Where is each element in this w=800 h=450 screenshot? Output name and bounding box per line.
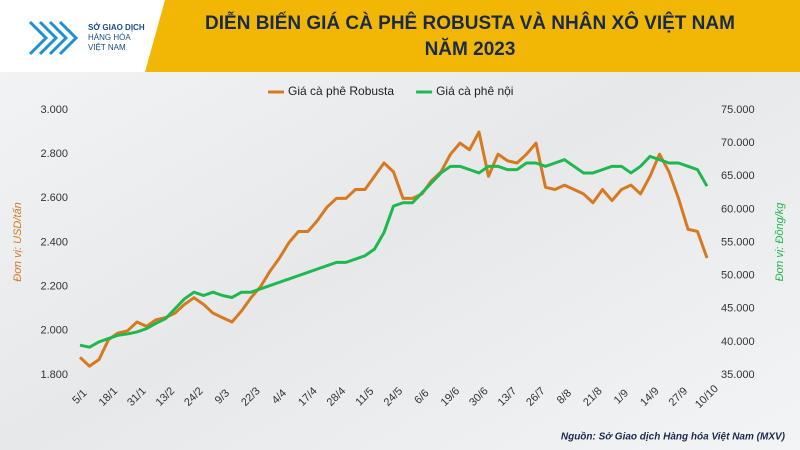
y-tick-label: 2.400 bbox=[40, 236, 68, 248]
source: Nguồn: Sở Giao dịch Hàng hóa Việt Nam (M… bbox=[561, 431, 786, 443]
logo-text: VIỆT NAM bbox=[88, 43, 126, 52]
y-tick-label: 2.800 bbox=[40, 148, 68, 160]
line-series bbox=[79, 154, 709, 349]
logo-text: SỞ GIAO DỊCH bbox=[88, 23, 145, 32]
y2-tick-label: 65.000 bbox=[721, 170, 755, 182]
y2-tick-label: 70.000 bbox=[721, 137, 755, 149]
chart-title: NĂM 2023 bbox=[425, 38, 516, 60]
legend-label: Giá cà phê Robusta bbox=[288, 84, 394, 98]
y-tick-label: 2.200 bbox=[40, 281, 68, 293]
y-tick-label: 1.800 bbox=[40, 369, 68, 381]
y2-tick-label: 50.000 bbox=[721, 270, 755, 282]
y2-tick-label: 55.000 bbox=[721, 236, 755, 248]
legend-label: Giá cà phê nội bbox=[436, 84, 513, 98]
y2-tick-label: 40.000 bbox=[721, 336, 755, 348]
logo-panel bbox=[0, 0, 165, 72]
y2-tick-label: 75.000 bbox=[721, 104, 755, 116]
logo-icon bbox=[28, 20, 79, 56]
y2-tick-label: 45.000 bbox=[721, 303, 755, 315]
y2-axis-label: Đơn vị: Đồng/kg bbox=[774, 202, 786, 282]
y-tick-label: 2.600 bbox=[40, 192, 68, 204]
y-tick-label: 2.000 bbox=[40, 325, 68, 337]
y-tick-label: 3.000 bbox=[40, 104, 68, 116]
y-axis-label: Đơn vị: USD/tấn bbox=[12, 202, 24, 281]
logo-text: HÀNG HÓA bbox=[88, 33, 131, 42]
line-series bbox=[78, 130, 709, 368]
y2-tick-label: 60.000 bbox=[721, 203, 755, 215]
y2-tick-label: 35.000 bbox=[721, 369, 755, 381]
chart-title: DIỄN BIẾN GIÁ CÀ PHÊ ROBUSTA VÀ NHÂN XÔ … bbox=[205, 12, 735, 34]
